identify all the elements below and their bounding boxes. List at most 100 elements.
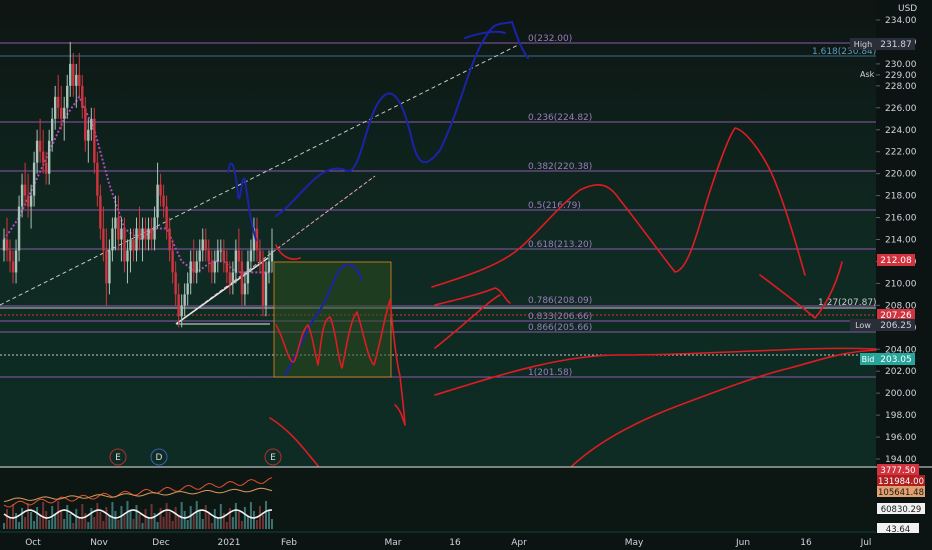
red-path-mid[interactable] bbox=[434, 287, 511, 306]
volume-bar bbox=[219, 504, 222, 529]
volume-bar bbox=[15, 513, 18, 529]
earnings-marker-2[interactable]: E bbox=[264, 448, 282, 466]
red-path-long-low[interactable] bbox=[434, 347, 877, 396]
candle bbox=[108, 239, 111, 295]
candle-body bbox=[210, 261, 213, 273]
blue-path-main[interactable] bbox=[275, 21, 529, 217]
candle-body bbox=[240, 261, 244, 295]
blue-projection-drawings[interactable] bbox=[227, 21, 529, 376]
candle-body bbox=[99, 195, 102, 229]
volume-bar bbox=[192, 515, 195, 529]
candle-body bbox=[81, 85, 84, 108]
candle bbox=[165, 195, 168, 240]
bid-value: 203.05 bbox=[880, 355, 912, 365]
candle-body bbox=[111, 228, 114, 251]
candle bbox=[120, 217, 123, 262]
blue-path-top[interactable] bbox=[464, 30, 506, 39]
candle bbox=[47, 129, 51, 185]
candle bbox=[11, 250, 15, 284]
red-path-upper-wave[interactable] bbox=[431, 127, 806, 288]
candle-body bbox=[14, 250, 18, 273]
candle bbox=[41, 129, 45, 174]
volume-bar bbox=[57, 501, 60, 529]
volume-bar bbox=[246, 516, 249, 529]
time-tick-label: Oct bbox=[25, 538, 41, 548]
red-path-lower-left[interactable] bbox=[269, 417, 319, 467]
currency-label: USD bbox=[898, 4, 917, 14]
high-value: 231.87 bbox=[880, 40, 912, 50]
candle-body bbox=[2, 239, 6, 251]
candle bbox=[153, 206, 156, 251]
trend-channel-upper[interactable] bbox=[0, 43, 521, 306]
time-tick-label: Apr bbox=[511, 538, 527, 548]
indicator-panel bbox=[3, 477, 273, 529]
candle-body bbox=[114, 217, 117, 229]
volume-bar bbox=[48, 520, 51, 529]
red-path-bottom[interactable] bbox=[571, 349, 877, 467]
volume-bar bbox=[216, 518, 219, 529]
volume-bar bbox=[99, 512, 102, 529]
fib-label-0786: 0.786(208.09) bbox=[528, 296, 592, 306]
volume-bar bbox=[108, 516, 111, 529]
volume-bar bbox=[9, 518, 12, 529]
time-tick-label: 2021 bbox=[218, 538, 241, 548]
candle-body bbox=[228, 272, 232, 284]
indicator-line-orange bbox=[3, 487, 273, 502]
candle-body bbox=[105, 250, 108, 284]
candle-body bbox=[135, 228, 138, 251]
candle bbox=[66, 74, 69, 119]
candle bbox=[90, 107, 93, 141]
candle-body bbox=[168, 228, 171, 251]
price-tick-label: 230.00 bbox=[885, 60, 917, 70]
volume-bar bbox=[258, 506, 261, 529]
candle bbox=[198, 239, 201, 273]
dividend-marker[interactable]: D bbox=[150, 448, 168, 466]
indicator-value-2: 131984.00 bbox=[878, 477, 924, 487]
price-tick-label: 226.00 bbox=[885, 104, 917, 114]
blue-path-small[interactable] bbox=[227, 162, 257, 241]
candle bbox=[195, 250, 198, 284]
trend-line-support[interactable] bbox=[175, 257, 269, 325]
candle-body bbox=[57, 96, 60, 108]
candle bbox=[183, 283, 186, 317]
projection-box[interactable] bbox=[273, 261, 392, 378]
volume-bar bbox=[222, 513, 225, 529]
candle bbox=[216, 239, 219, 273]
candle-body bbox=[255, 228, 259, 251]
candle bbox=[44, 151, 48, 185]
volume-bar bbox=[150, 504, 153, 529]
volume-bar bbox=[69, 514, 72, 529]
red-path-tick[interactable] bbox=[275, 244, 301, 260]
candle bbox=[123, 217, 126, 273]
candle bbox=[111, 217, 114, 262]
volume-bar bbox=[210, 523, 213, 529]
candle bbox=[270, 228, 274, 273]
candle bbox=[201, 228, 204, 262]
candle bbox=[5, 217, 9, 262]
red-projection-drawings[interactable] bbox=[269, 127, 877, 467]
time-tick-label: 16 bbox=[449, 538, 461, 548]
earnings-marker-1[interactable]: E bbox=[109, 448, 127, 466]
volume-bar bbox=[111, 502, 114, 529]
candle-body bbox=[29, 195, 33, 207]
candle-body bbox=[237, 250, 241, 262]
red-path-low[interactable] bbox=[434, 294, 501, 349]
candle-body bbox=[75, 74, 78, 86]
candle-body bbox=[267, 261, 271, 273]
candle-body bbox=[53, 96, 57, 119]
candle bbox=[180, 294, 183, 328]
red-path-right[interactable] bbox=[759, 261, 843, 319]
candle-body bbox=[126, 250, 129, 262]
red-path-box[interactable] bbox=[275, 299, 406, 426]
volume-bar bbox=[18, 522, 21, 529]
volume-bar bbox=[27, 503, 30, 529]
candle-body bbox=[26, 195, 30, 207]
candle-body bbox=[171, 250, 174, 273]
candle bbox=[20, 173, 24, 218]
fib-label-0833: 0.833(206.66) bbox=[528, 312, 592, 322]
trend-line-pink[interactable] bbox=[175, 175, 376, 325]
price-tick-label: 202.00 bbox=[885, 367, 917, 377]
candle bbox=[258, 239, 262, 273]
volume-bar bbox=[156, 522, 159, 529]
